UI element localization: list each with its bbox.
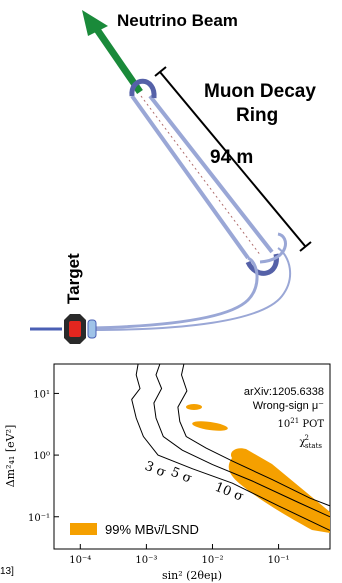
dimension-arrow-icon bbox=[154, 66, 312, 252]
contour-lines bbox=[131, 363, 331, 531]
annotation-ref: arXiv:1205.6338 bbox=[244, 386, 324, 398]
y-tick-label: 10⁻¹ bbox=[28, 513, 50, 524]
legend-swatch bbox=[70, 523, 97, 535]
contour-line-3 bbox=[177, 363, 331, 507]
contour-label-3sigma: 3 σ bbox=[143, 459, 168, 481]
x-tick-label: 10⁻³ bbox=[135, 555, 157, 566]
x-axis: 10⁻⁴ 10⁻³ 10⁻² 10⁻¹ bbox=[69, 544, 290, 566]
arrow-icon bbox=[82, 10, 143, 94]
legend-label: 99% MBν̄/LSND bbox=[105, 522, 199, 537]
muon-decay-ring-diagram: Neutrino Beam Muon Decay Ring 94 m Targe… bbox=[30, 10, 316, 344]
y-axis-label: Δm²₄₁ [eV²] bbox=[4, 425, 17, 488]
x-tick-label: 10⁻¹ bbox=[268, 555, 290, 566]
annotation-mode: Wrong-sign μ⁻ bbox=[253, 400, 324, 412]
decay-ring bbox=[129, 78, 287, 276]
x-axis-label: sin² (2θeμ) bbox=[162, 569, 222, 582]
transfer-line bbox=[91, 256, 259, 330]
allowed-region-island-2 bbox=[186, 404, 202, 410]
ring-label-line2: Ring bbox=[236, 105, 278, 126]
contour-label-5sigma: 5 σ bbox=[169, 465, 194, 487]
length-label: 94 m bbox=[210, 147, 253, 168]
x-tick-label: 10⁻⁴ bbox=[69, 555, 91, 566]
plot-frame bbox=[53, 363, 331, 550]
y-tick-label: 10⁰ bbox=[33, 451, 50, 462]
x-tick-label: 10⁻² bbox=[201, 555, 223, 566]
reference-cutoff-text: 13] bbox=[0, 566, 14, 577]
y-axis: 10¹ 10⁰ 10⁻¹ bbox=[28, 389, 59, 524]
contour-line-2 bbox=[153, 363, 331, 518]
allowed-region-island-1 bbox=[192, 421, 228, 431]
beam-label: Neutrino Beam bbox=[117, 11, 238, 30]
sensitivity-plot: 3 σ 5 σ 10 σ arXiv:1205.6338 Wrong-sign … bbox=[4, 363, 331, 582]
transfer-line-outer bbox=[91, 247, 292, 331]
target-label: Target bbox=[64, 253, 83, 304]
target-icon bbox=[64, 314, 97, 344]
y-tick-label: 10¹ bbox=[33, 389, 50, 400]
annotation-pot: 1021 POT bbox=[278, 417, 325, 430]
annotation-chi: χ2 stats bbox=[299, 434, 322, 450]
allowed-region-band bbox=[228, 448, 330, 533]
ring-label-line1: Muon Decay bbox=[204, 81, 316, 102]
contour-line-1 bbox=[131, 363, 331, 531]
